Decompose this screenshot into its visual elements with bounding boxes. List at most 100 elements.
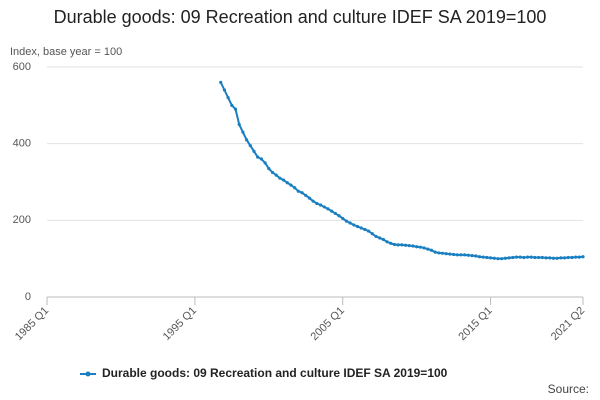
point [503, 256, 507, 260]
point [466, 253, 471, 257]
point [463, 253, 467, 257]
point [470, 254, 474, 258]
point [485, 255, 489, 260]
point [252, 149, 256, 153]
point [381, 237, 385, 242]
point [481, 255, 485, 259]
point [256, 155, 260, 159]
point [293, 186, 297, 190]
point [337, 214, 341, 218]
point [322, 205, 326, 209]
point [385, 240, 389, 244]
point [359, 226, 363, 230]
point [559, 256, 563, 260]
point [544, 256, 548, 260]
point [537, 255, 541, 260]
point [555, 256, 559, 260]
point [352, 223, 356, 227]
point [374, 234, 378, 239]
legend-label: Durable goods: 09 Recreation and culture… [102, 366, 448, 380]
point [529, 255, 533, 259]
point [444, 252, 448, 256]
y-tick-label: 400 [13, 138, 31, 150]
point [514, 255, 519, 259]
point [415, 245, 419, 249]
point [500, 257, 504, 261]
point [333, 211, 337, 216]
point [562, 256, 567, 260]
point [440, 251, 445, 255]
point [577, 255, 581, 259]
point [241, 130, 245, 134]
y-axis-label: Index, base year = 100 [10, 46, 122, 58]
point [548, 256, 552, 260]
point [378, 236, 382, 240]
point [496, 257, 500, 261]
point [311, 199, 315, 203]
source: Source: [548, 382, 589, 396]
point [289, 183, 293, 187]
point [392, 242, 397, 247]
x-tick-label: 2005 Q1 [309, 305, 347, 343]
point [230, 103, 234, 107]
point [437, 251, 441, 255]
point [270, 170, 275, 175]
point [300, 191, 304, 195]
point [226, 96, 230, 100]
point [367, 229, 371, 233]
x-tick-label: 2015 Q1 [456, 305, 494, 343]
point [570, 255, 574, 260]
point [426, 247, 430, 251]
x-tick-label: 1995 Q1 [161, 305, 199, 343]
point [274, 173, 278, 177]
y-tick-label: 0 [25, 291, 31, 303]
point [263, 161, 267, 165]
point [348, 221, 352, 225]
y-tick-label: 200 [13, 214, 31, 226]
point [396, 243, 400, 247]
point [370, 232, 374, 236]
point [355, 224, 360, 229]
point [341, 216, 345, 221]
point [259, 157, 263, 161]
point [219, 80, 223, 84]
point [540, 255, 544, 260]
point [518, 255, 522, 259]
point [455, 253, 459, 257]
point [400, 243, 404, 247]
point [363, 227, 367, 232]
x-tick-label: 1985 Q1 [13, 305, 51, 343]
line [219, 81, 584, 260]
point [452, 252, 456, 257]
point [411, 244, 415, 248]
point [237, 122, 241, 127]
point [533, 255, 537, 260]
x-tick-label: 2021 Q2 [549, 305, 587, 343]
point [581, 255, 585, 259]
point [407, 244, 411, 248]
point [403, 243, 408, 247]
point [326, 207, 330, 211]
chart-title: Durable goods: 09 Recreation and culture… [53, 7, 547, 27]
point [448, 252, 452, 256]
point [429, 248, 434, 252]
point [285, 181, 289, 185]
point [344, 219, 349, 223]
point [488, 256, 493, 260]
point [248, 143, 252, 148]
point [551, 256, 556, 260]
point [281, 178, 286, 182]
point [315, 201, 319, 206]
point [433, 250, 437, 254]
point [296, 189, 300, 193]
point [389, 241, 393, 245]
point [278, 176, 282, 180]
point [566, 255, 570, 260]
point [422, 246, 426, 250]
y-tick-label: 600 [13, 61, 31, 73]
point [459, 253, 463, 257]
point [318, 203, 323, 207]
point [477, 255, 482, 259]
legend-marker [85, 371, 91, 377]
